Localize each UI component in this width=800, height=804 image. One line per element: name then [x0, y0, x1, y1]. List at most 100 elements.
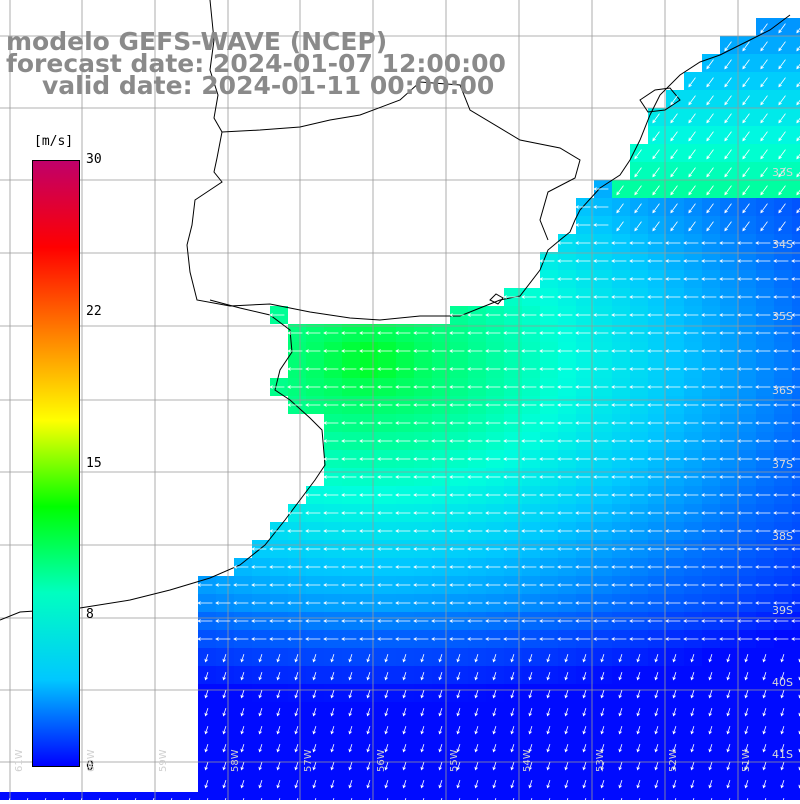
wind-arrow	[276, 726, 281, 735]
wind-arrow	[690, 708, 695, 717]
wind-arrow	[600, 726, 605, 735]
wind-arrow	[654, 690, 659, 699]
wind-arrow	[323, 601, 339, 605]
wind-arrow	[616, 221, 624, 232]
wind-arrow	[796, 207, 800, 214]
wind-arrow	[485, 601, 501, 605]
wind-arrow	[593, 331, 609, 335]
wind-arrow	[647, 493, 663, 497]
wind-arrow	[521, 349, 537, 353]
wind-arrow	[323, 439, 339, 443]
wind-arrow	[762, 780, 767, 789]
wind-cell	[450, 792, 468, 804]
wind-arrow	[652, 221, 660, 232]
wind-arrow	[719, 259, 735, 263]
wind-arrow	[683, 367, 699, 371]
wind-arrow	[377, 385, 393, 389]
wind-cell	[792, 54, 800, 72]
wind-arrow	[773, 529, 789, 533]
wind-arrow	[726, 726, 731, 735]
wind-arrow	[791, 619, 800, 623]
wind-arrow	[629, 475, 645, 479]
wind-arrow	[683, 475, 699, 479]
wind-arrow	[359, 331, 375, 335]
wind-arrow	[312, 672, 317, 681]
wind-arrow	[503, 475, 519, 479]
wind-arrow	[611, 331, 627, 335]
wind-arrow	[737, 331, 753, 335]
wind-cell	[486, 792, 504, 804]
wind-arrow	[431, 493, 447, 497]
wind-arrow	[665, 547, 681, 551]
wind-cell	[792, 792, 800, 804]
wind-arrow	[287, 547, 303, 551]
map-title-forecast-date: forecast date: 2024-01-07 12:00:00	[6, 49, 506, 78]
wind-arrow	[647, 295, 663, 299]
wind-arrow	[467, 457, 483, 461]
wind-arrow	[485, 457, 501, 461]
wind-arrow	[791, 475, 800, 479]
wind-arrow	[521, 313, 537, 317]
wind-arrow	[665, 259, 681, 263]
wind-arrow	[449, 349, 465, 353]
wind-arrow	[760, 167, 768, 178]
wind-arrow	[600, 690, 605, 699]
wind-arrow	[683, 421, 699, 425]
wind-arrow	[647, 331, 663, 335]
wind-arrow	[485, 493, 501, 497]
wind-arrow	[521, 637, 537, 641]
wind-arrow	[348, 672, 353, 681]
wind-arrow	[276, 780, 281, 789]
wind-arrow	[294, 708, 299, 717]
wind-arrow	[629, 385, 645, 389]
wind-arrow	[395, 367, 411, 371]
wind-arrow	[323, 349, 339, 353]
wind-arrow	[449, 601, 465, 605]
wind-arrow	[719, 421, 735, 425]
wind-arrow	[670, 149, 678, 160]
wind-arrow	[539, 295, 555, 299]
wind-arrow	[384, 762, 389, 771]
wind-arrow	[377, 457, 393, 461]
wind-arrow	[611, 403, 627, 407]
wind-arrow	[665, 241, 681, 245]
wind-arrow	[431, 511, 447, 515]
wind-arrow	[413, 583, 429, 587]
wind-arrow	[773, 547, 789, 551]
wind-arrow	[760, 77, 768, 88]
wind-cell	[90, 792, 108, 804]
wind-cell	[648, 792, 666, 804]
wind-arrow	[611, 259, 627, 263]
wind-arrow	[341, 349, 357, 353]
wind-arrow	[539, 547, 555, 551]
wind-arrow	[431, 385, 447, 389]
wind-arrow	[701, 439, 717, 443]
wind-arrow	[557, 565, 573, 569]
wind-arrow	[611, 637, 627, 641]
wind-arrow	[557, 601, 573, 605]
wind-arrow	[539, 601, 555, 605]
lon-label-61w: 61W	[14, 749, 25, 772]
wind-arrow	[796, 63, 800, 70]
wind-arrow	[546, 744, 551, 753]
wind-arrow	[341, 457, 357, 461]
wind-arrow	[647, 421, 663, 425]
wind-arrow	[359, 601, 375, 605]
wind-arrow	[634, 167, 642, 178]
wind-arrow	[305, 493, 321, 497]
wind-arrow	[539, 565, 555, 569]
wind-arrow	[755, 475, 771, 479]
wind-arrow	[485, 565, 501, 569]
wind-arrow	[341, 493, 357, 497]
wind-arrow	[474, 726, 479, 735]
colorbar-tick-8: 8	[86, 607, 94, 622]
wind-arrow	[670, 167, 678, 178]
wind-arrow	[654, 780, 659, 789]
wind-arrow	[510, 762, 515, 771]
wind-arrow	[539, 349, 555, 353]
wind-arrow	[683, 511, 699, 515]
wind-arrow	[665, 493, 681, 497]
wind-arrow	[413, 439, 429, 443]
wind-arrow	[377, 619, 393, 623]
wind-arrow	[269, 547, 285, 551]
